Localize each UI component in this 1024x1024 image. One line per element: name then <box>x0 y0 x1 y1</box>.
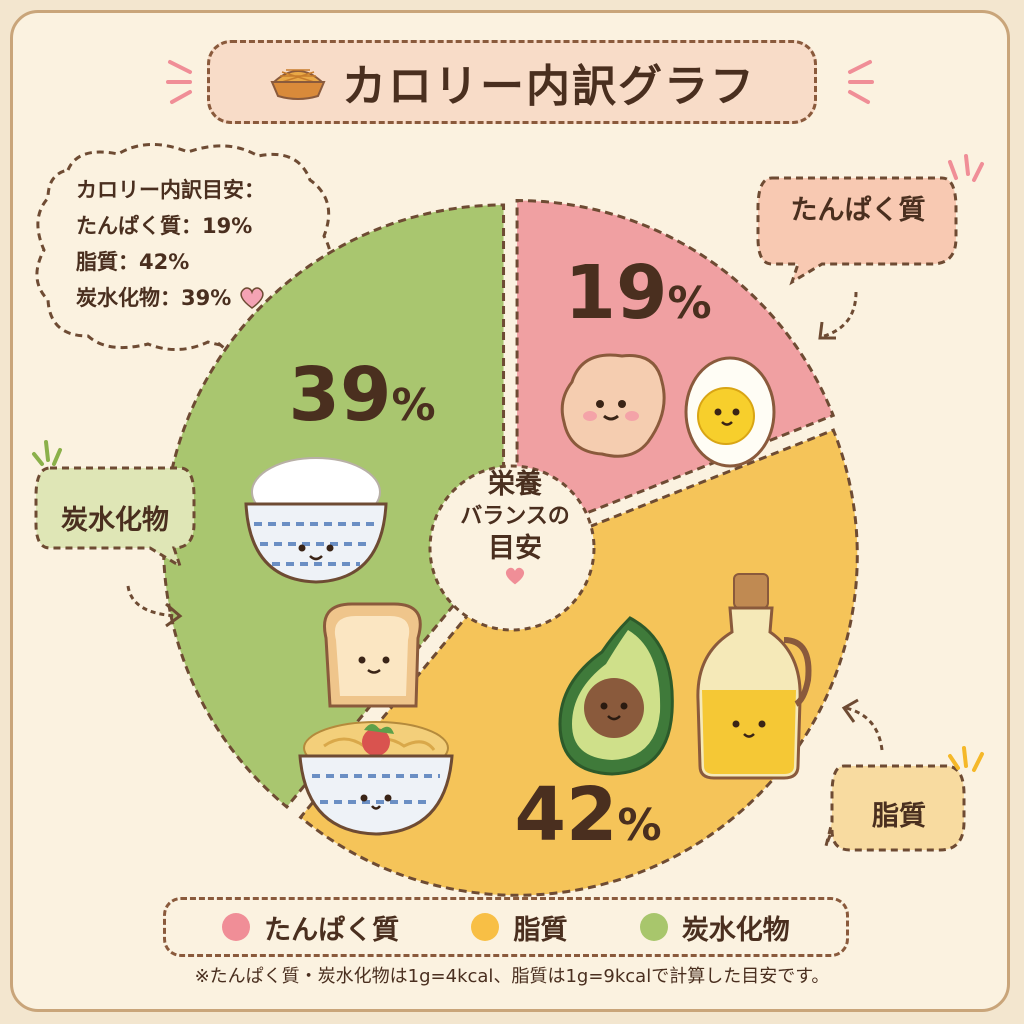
sparkle-carbs-icon <box>32 440 62 466</box>
data-label-fat: 42% <box>514 772 661 858</box>
pasta-bowl-icon <box>298 721 454 836</box>
legend-item-carbs: 炭水化物 <box>639 908 790 947</box>
legend-item-fat: 脂質 <box>471 908 567 947</box>
bubble-carbs-shape <box>34 466 196 570</box>
sparkle-protein-icon <box>948 154 984 182</box>
center-heart-icon <box>505 567 525 585</box>
legend-swatch-carbs <box>639 913 668 941</box>
bubble-carbs: 炭水化物 <box>61 505 169 536</box>
note-heading: カロリー内訳目安： <box>76 178 265 202</box>
note-line-protein: たんぱく質：19% <box>76 214 253 238</box>
title-banner: カロリー内訳グラフ <box>207 40 817 124</box>
bubble-protein-shape <box>756 176 958 286</box>
toast-icon <box>323 602 422 708</box>
rice-bowl-icon <box>244 457 388 584</box>
bubble-fat-shape <box>824 764 966 852</box>
note-line-fat: 脂質：42% <box>76 250 190 274</box>
chicken-icon <box>560 353 666 458</box>
bubble-fat: 脂質 <box>872 801 926 832</box>
sparkle-fat-icon <box>948 746 984 772</box>
note-line-carbs-row: 炭水化物：39% <box>76 280 326 316</box>
bubble-protein: たんぱく質 <box>790 195 926 226</box>
sparkle-right-icon <box>848 60 874 104</box>
legend-swatch-fat <box>471 913 500 941</box>
arrow-protein-icon <box>818 291 858 340</box>
legend-label-fat: 脂質 <box>513 914 568 946</box>
legend: たんぱく質 脂質 炭水化物 <box>163 897 849 957</box>
slice-protein <box>515 199 836 543</box>
center-line-1: 栄養 <box>488 469 542 500</box>
center-circle <box>428 464 596 632</box>
center-line-2: バランスの <box>460 504 570 529</box>
data-label-protein: 19% <box>564 250 711 336</box>
pie-icon <box>270 69 326 100</box>
oil-bottle-icon <box>696 573 812 780</box>
legend-label-carbs: 炭水化物 <box>681 914 790 946</box>
data-label-carbs: 39% <box>288 352 435 438</box>
legend-swatch-protein <box>222 913 251 941</box>
heart-icon <box>240 287 264 309</box>
legend-item-protein: たんぱく質 <box>222 908 399 947</box>
center-label: 栄養 バランスの 目安 <box>440 468 590 590</box>
avocado-icon <box>558 616 674 776</box>
note-line-carbs: 炭水化物：39% <box>76 286 232 310</box>
egg-icon <box>684 356 776 468</box>
arrow-fat-icon <box>841 698 884 751</box>
note-box: カロリー内訳目安： たんぱく質：19% 脂質：42% 炭水化物：39% <box>76 172 326 316</box>
chart-title: カロリー内訳グラフ <box>342 61 756 112</box>
sparkle-left-icon <box>166 60 192 104</box>
footnote: ※たんぱく質・炭水化物は1g=4kcal、脂質は1g=9kcalで計算した目安で… <box>194 966 830 987</box>
legend-label-protein: たんぱく質 <box>264 914 400 946</box>
arrow-carbs-icon <box>126 585 183 628</box>
center-line-3: 目安 <box>488 533 542 564</box>
